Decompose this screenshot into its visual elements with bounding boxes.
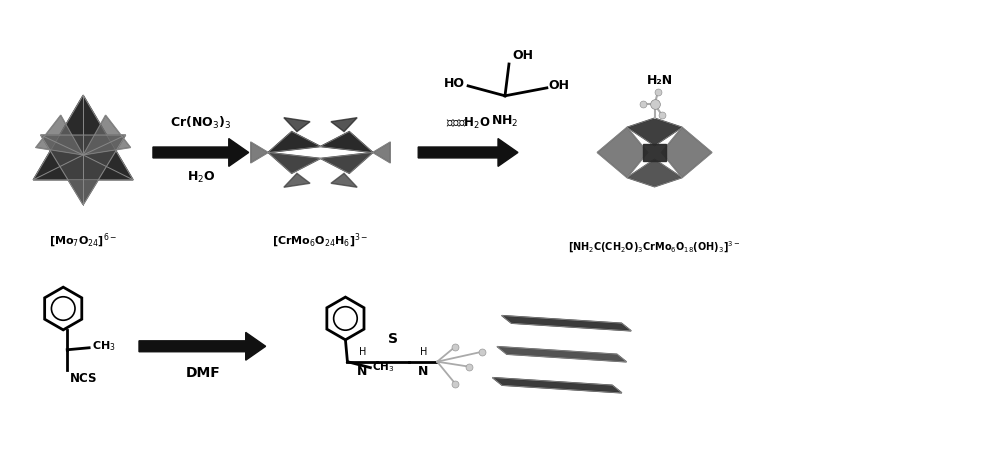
Text: NCS: NCS — [70, 372, 98, 385]
Text: NH$_2$: NH$_2$ — [491, 114, 519, 129]
Text: H: H — [420, 347, 427, 357]
Polygon shape — [497, 346, 626, 362]
Text: CH$_3$: CH$_3$ — [372, 360, 395, 373]
Polygon shape — [373, 142, 390, 163]
Text: N: N — [357, 365, 368, 377]
Text: [Mo$_7$O$_{24}$]$^{6-}$: [Mo$_7$O$_{24}$]$^{6-}$ — [49, 232, 117, 250]
Polygon shape — [139, 332, 266, 360]
Polygon shape — [36, 115, 83, 155]
Text: 水热、H$_2$O: 水热、H$_2$O — [446, 116, 491, 131]
Text: [NH$_2$C(CH$_2$O)$_3$CrMo$_6$O$_{18}$(OH)$_3$]$^{3-}$: [NH$_2$C(CH$_2$O)$_3$CrMo$_6$O$_{18}$(OH… — [568, 240, 741, 255]
Polygon shape — [418, 138, 518, 166]
Polygon shape — [33, 96, 133, 180]
Polygon shape — [153, 138, 249, 166]
Polygon shape — [627, 118, 682, 146]
Text: DMF: DMF — [185, 366, 220, 380]
Text: [CrMo$_6$O$_{24}$H$_6$]$^{3-}$: [CrMo$_6$O$_{24}$H$_6$]$^{3-}$ — [272, 232, 369, 250]
Text: OH: OH — [549, 80, 570, 92]
Polygon shape — [643, 144, 666, 161]
Text: H: H — [359, 347, 366, 357]
Polygon shape — [627, 159, 682, 187]
Text: N: N — [418, 365, 428, 377]
Text: HO: HO — [444, 77, 465, 90]
Polygon shape — [284, 118, 310, 132]
Text: H₂N: H₂N — [646, 74, 673, 87]
Polygon shape — [331, 173, 357, 187]
Text: OH: OH — [512, 49, 533, 62]
Text: H$_2$O: H$_2$O — [187, 170, 215, 186]
Polygon shape — [284, 173, 310, 187]
Polygon shape — [83, 115, 131, 155]
Polygon shape — [268, 132, 321, 153]
Polygon shape — [321, 132, 373, 153]
Polygon shape — [268, 153, 321, 173]
Polygon shape — [661, 128, 712, 178]
Text: Cr(NO$_3$)$_3$: Cr(NO$_3$)$_3$ — [170, 115, 231, 131]
Text: S: S — [388, 332, 398, 346]
Polygon shape — [597, 128, 648, 178]
Polygon shape — [251, 142, 268, 163]
Polygon shape — [41, 135, 126, 205]
Text: CH$_3$: CH$_3$ — [92, 339, 116, 353]
Polygon shape — [321, 153, 373, 173]
Polygon shape — [493, 377, 622, 393]
Polygon shape — [331, 118, 357, 132]
Polygon shape — [502, 316, 631, 331]
